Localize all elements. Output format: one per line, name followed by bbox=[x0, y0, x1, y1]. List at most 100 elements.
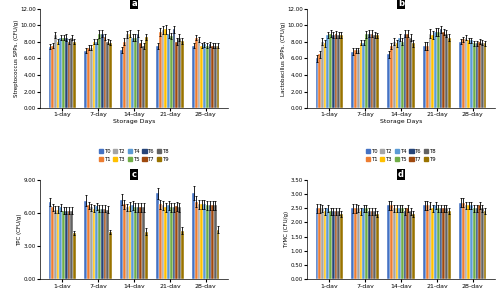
Bar bbox=[473, 43, 476, 108]
Bar bbox=[329, 211, 332, 279]
Bar bbox=[412, 43, 414, 108]
Bar bbox=[357, 208, 360, 279]
Bar bbox=[52, 207, 54, 279]
Bar bbox=[101, 33, 103, 108]
Bar bbox=[140, 207, 142, 279]
Bar bbox=[464, 38, 468, 108]
Bar bbox=[92, 42, 96, 108]
Bar bbox=[459, 202, 462, 279]
Bar bbox=[332, 35, 334, 108]
Bar bbox=[60, 38, 62, 108]
Bar bbox=[159, 32, 162, 108]
Bar bbox=[360, 43, 362, 108]
Legend: T0, T1, T2, T3, T4, T5, T6, T7, T8, T9: T0, T1, T2, T3, T4, T5, T6, T7, T8, T9 bbox=[98, 149, 170, 162]
Bar bbox=[98, 34, 101, 108]
Bar bbox=[198, 39, 200, 108]
Bar bbox=[440, 208, 442, 279]
Bar bbox=[484, 211, 486, 279]
Bar bbox=[203, 44, 206, 108]
Bar bbox=[145, 232, 148, 279]
Bar bbox=[192, 193, 195, 279]
Bar bbox=[167, 205, 170, 279]
Bar bbox=[316, 58, 318, 108]
Bar bbox=[321, 42, 324, 108]
Bar bbox=[178, 207, 181, 279]
Bar bbox=[181, 231, 184, 279]
Bar bbox=[92, 209, 96, 279]
Bar bbox=[214, 46, 216, 108]
Bar bbox=[354, 208, 357, 279]
Bar bbox=[404, 211, 406, 279]
Bar bbox=[54, 210, 56, 279]
Bar bbox=[360, 211, 362, 279]
Bar bbox=[437, 208, 440, 279]
Bar bbox=[214, 205, 216, 279]
Bar bbox=[445, 208, 448, 279]
Bar bbox=[324, 211, 326, 279]
Bar bbox=[84, 201, 87, 279]
Bar bbox=[362, 43, 365, 108]
Bar bbox=[106, 42, 109, 108]
Bar bbox=[70, 211, 73, 279]
Bar bbox=[216, 230, 220, 279]
Bar bbox=[401, 42, 404, 108]
Bar bbox=[68, 42, 70, 108]
Bar bbox=[172, 207, 176, 279]
Bar bbox=[181, 41, 184, 108]
Bar bbox=[426, 46, 428, 108]
Bar bbox=[316, 208, 318, 279]
Bar bbox=[376, 214, 378, 279]
Bar bbox=[132, 38, 134, 108]
Bar bbox=[120, 50, 123, 108]
Bar bbox=[156, 46, 159, 108]
Bar bbox=[468, 40, 470, 108]
Bar bbox=[126, 34, 128, 108]
Bar bbox=[65, 38, 68, 108]
Bar bbox=[326, 208, 329, 279]
Bar bbox=[140, 43, 142, 108]
Bar bbox=[167, 33, 170, 108]
Bar bbox=[484, 43, 486, 108]
Bar bbox=[123, 42, 126, 108]
Bar bbox=[406, 208, 409, 279]
Bar bbox=[481, 43, 484, 108]
Bar bbox=[412, 214, 414, 279]
Bar bbox=[406, 33, 409, 108]
Bar bbox=[212, 205, 214, 279]
Bar bbox=[48, 47, 51, 108]
Bar bbox=[390, 46, 393, 108]
Bar bbox=[459, 42, 462, 108]
X-axis label: Storage Days: Storage Days bbox=[113, 119, 155, 124]
Bar bbox=[478, 42, 481, 108]
Bar bbox=[206, 205, 208, 279]
Bar bbox=[208, 205, 212, 279]
Bar bbox=[396, 43, 398, 108]
Bar bbox=[368, 33, 370, 108]
Bar bbox=[362, 208, 365, 279]
Bar bbox=[203, 204, 206, 279]
Bar bbox=[476, 208, 478, 279]
Bar bbox=[448, 211, 450, 279]
Y-axis label: TPC (CFU/g): TPC (CFU/g) bbox=[17, 213, 22, 246]
Bar bbox=[437, 32, 440, 108]
X-axis label: Storage Days: Storage Days bbox=[380, 119, 422, 124]
Bar bbox=[470, 40, 473, 108]
Bar bbox=[365, 208, 368, 279]
Bar bbox=[409, 38, 412, 108]
Bar bbox=[445, 33, 448, 108]
Bar bbox=[423, 205, 426, 279]
Y-axis label: Streptococcus SPPs. (CFU/g): Streptococcus SPPs. (CFU/g) bbox=[14, 20, 18, 97]
Bar bbox=[426, 205, 428, 279]
Bar bbox=[56, 42, 59, 108]
Bar bbox=[176, 206, 178, 279]
Bar bbox=[200, 204, 203, 279]
Bar bbox=[324, 43, 326, 108]
Bar bbox=[318, 208, 321, 279]
Bar bbox=[172, 29, 176, 108]
Bar bbox=[109, 43, 112, 108]
Legend: T0, T1, T2, T3, T4, T5, T6, T7, T8, T9: T0, T1, T2, T3, T4, T5, T6, T7, T8, T9 bbox=[365, 149, 437, 162]
Bar bbox=[206, 46, 208, 108]
Bar bbox=[70, 38, 73, 108]
Bar bbox=[334, 34, 338, 108]
Bar bbox=[365, 34, 368, 108]
